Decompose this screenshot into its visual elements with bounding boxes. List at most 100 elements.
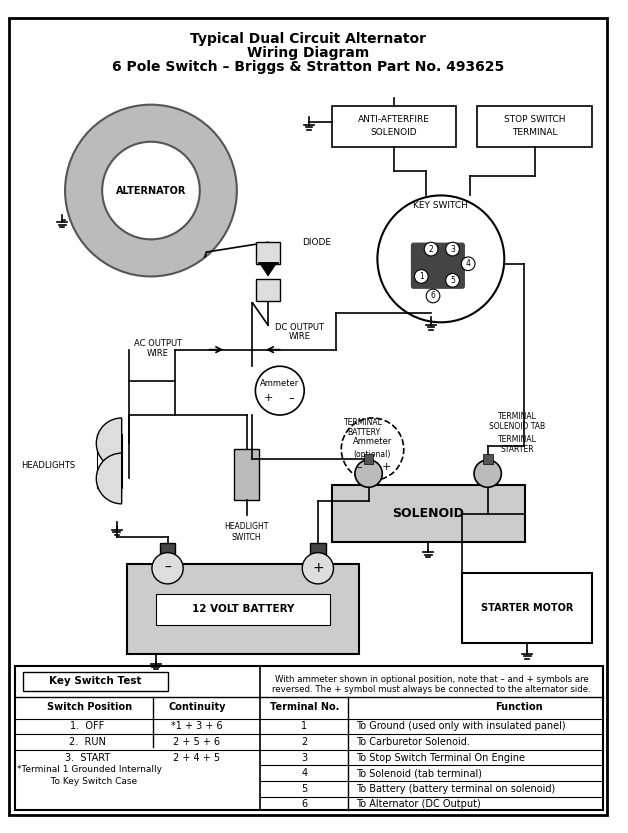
Text: KEY SWITCH: KEY SWITCH [413, 201, 468, 210]
Circle shape [152, 552, 183, 584]
Circle shape [256, 367, 304, 415]
Circle shape [425, 242, 438, 256]
Circle shape [65, 105, 237, 277]
Text: ANTI-AFTERFIRE: ANTI-AFTERFIRE [358, 115, 430, 124]
Circle shape [102, 142, 200, 239]
Circle shape [474, 460, 501, 487]
Wedge shape [96, 418, 122, 469]
Circle shape [414, 270, 428, 283]
Bar [462, 573, 592, 643]
Text: 2: 2 [301, 737, 307, 747]
Text: ALTERNATOR: ALTERNATOR [116, 186, 186, 196]
Text: Function: Function [495, 702, 543, 712]
Text: 1: 1 [419, 272, 424, 281]
Text: –: – [356, 461, 362, 471]
Text: HEADLIGHTS: HEADLIGHTS [21, 461, 75, 471]
Text: 4: 4 [466, 259, 470, 268]
Text: STOP SWITCH: STOP SWITCH [504, 115, 565, 124]
Bar [160, 543, 175, 562]
Text: DIODE: DIODE [302, 237, 331, 247]
Text: (optional): (optional) [354, 450, 391, 459]
Text: 12 VOLT BATTERY: 12 VOLT BATTERY [192, 604, 294, 614]
Text: BATTERY: BATTERY [347, 428, 381, 437]
Text: 2 + 5 + 6: 2 + 5 + 6 [173, 737, 220, 747]
Text: DC OUTPUT: DC OUTPUT [275, 322, 324, 332]
Text: +: + [312, 561, 323, 576]
Circle shape [302, 552, 333, 584]
Text: TERMINAL: TERMINAL [497, 412, 536, 421]
Text: TERMINAL: TERMINAL [344, 418, 383, 427]
Text: –: – [164, 561, 171, 576]
Text: Key Switch Test: Key Switch Test [49, 676, 141, 686]
Text: Switch Position: Switch Position [47, 702, 132, 712]
Text: To Battery (battery terminal on solenoid): To Battery (battery terminal on solenoid… [356, 784, 555, 794]
Bar [127, 565, 359, 654]
Text: WIRE: WIRE [147, 349, 169, 358]
Text: 6: 6 [431, 292, 435, 301]
Text: Wiring Diagram: Wiring Diagram [247, 46, 369, 60]
Circle shape [446, 242, 460, 256]
Circle shape [355, 460, 382, 487]
PathPatch shape [259, 262, 277, 276]
Text: 1: 1 [301, 721, 307, 731]
Text: TERMINAL: TERMINAL [497, 435, 536, 444]
Text: SOLENOID TAB: SOLENOID TAB [489, 422, 545, 431]
Wedge shape [96, 453, 122, 504]
Text: 6 Pole Switch – Briggs & Stratton Part No. 493625: 6 Pole Switch – Briggs & Stratton Part N… [112, 60, 504, 73]
Text: 3: 3 [450, 245, 455, 253]
Text: With ammeter shown in optional position, note that – and + symbols are: With ammeter shown in optional position,… [274, 675, 588, 684]
Text: STARTER MOTOR: STARTER MOTOR [481, 603, 573, 613]
Text: 4: 4 [301, 768, 307, 778]
Bar [364, 454, 374, 464]
Text: SOLENOID: SOLENOID [392, 507, 464, 520]
Text: 2.  RUN: 2. RUN [69, 737, 106, 747]
Text: +: + [381, 461, 391, 471]
Text: STARTER: STARTER [500, 445, 534, 454]
Text: *1 + 3 + 6: *1 + 3 + 6 [171, 721, 223, 731]
Text: To Stop Switch Terminal On Engine: To Stop Switch Terminal On Engine [356, 753, 525, 763]
Text: To Alternator (DC Output): To Alternator (DC Output) [356, 800, 480, 810]
Text: Continuity: Continuity [168, 702, 225, 712]
Bar [156, 594, 330, 625]
Bar [256, 279, 280, 301]
Text: Terminal No.: Terminal No. [269, 702, 339, 712]
Text: Ammeter: Ammeter [260, 379, 300, 388]
Text: 5: 5 [301, 784, 307, 794]
Bar [256, 242, 280, 264]
Circle shape [462, 257, 475, 271]
Text: 1.  OFF: 1. OFF [70, 721, 105, 731]
Text: TERMINAL: TERMINAL [512, 128, 557, 137]
Text: SWITCH: SWITCH [232, 532, 261, 541]
Text: +: + [263, 393, 273, 403]
Text: 6: 6 [301, 800, 307, 810]
Text: To Ground (used only with insulated panel): To Ground (used only with insulated pane… [356, 721, 566, 731]
Circle shape [377, 196, 504, 322]
Text: WIRE: WIRE [288, 332, 310, 342]
Text: To Carburetor Solenoid.: To Carburetor Solenoid. [356, 737, 470, 747]
Text: To Solenoid (tab terminal): To Solenoid (tab terminal) [356, 768, 482, 778]
Circle shape [426, 289, 440, 302]
Bar [332, 106, 457, 147]
Bar [310, 543, 326, 562]
Text: HEADLIGHT: HEADLIGHT [224, 521, 269, 531]
Bar [23, 671, 168, 691]
Text: *Terminal 1 Grounded Internally: *Terminal 1 Grounded Internally [17, 765, 162, 774]
Bar [477, 106, 592, 147]
Text: Ammeter: Ammeter [353, 436, 392, 446]
Bar [97, 434, 122, 488]
Text: 3: 3 [301, 753, 307, 763]
Text: Typical Dual Circuit Alternator: Typical Dual Circuit Alternator [190, 32, 426, 47]
Bar [234, 449, 259, 500]
Text: To Key Switch Case: To Key Switch Case [42, 776, 137, 786]
Bar [15, 666, 603, 811]
Text: SOLENOID: SOLENOID [371, 128, 417, 137]
Circle shape [446, 273, 460, 287]
Text: –: – [289, 393, 295, 403]
Bar [483, 454, 492, 464]
Text: reversed. The + symbol must always be connected to the alternator side.: reversed. The + symbol must always be co… [272, 685, 591, 694]
FancyBboxPatch shape [411, 243, 464, 288]
Text: 3.  START: 3. START [65, 753, 110, 763]
Text: 5: 5 [450, 276, 455, 285]
Text: 2: 2 [429, 245, 433, 253]
Circle shape [341, 418, 404, 481]
